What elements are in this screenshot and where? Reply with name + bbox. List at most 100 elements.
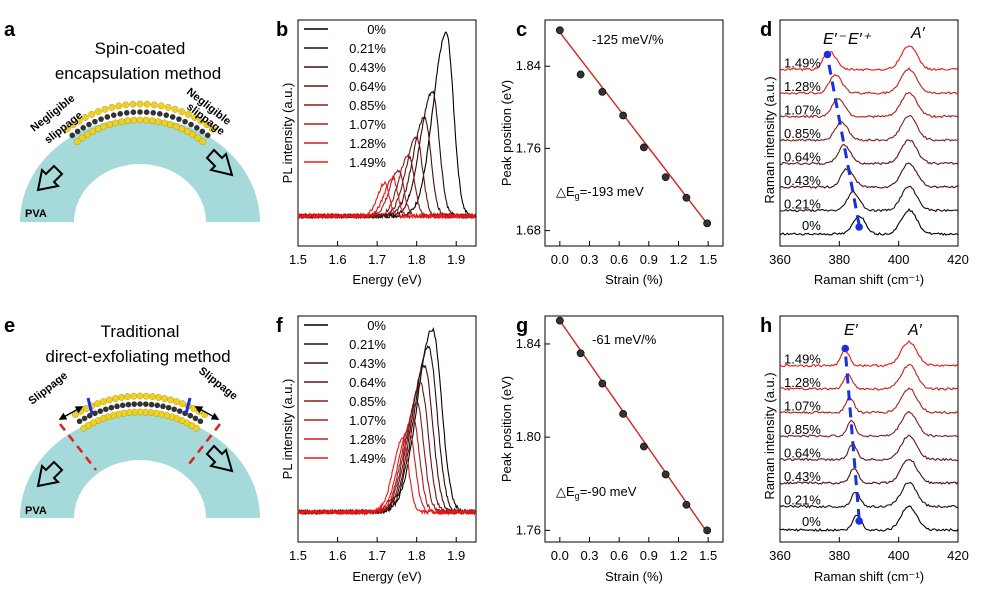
data-point bbox=[555, 26, 564, 35]
panel-g: g 0.0 0.3 0.6 0.9 1.2 1.5 1.76 1.80 1.84 -61 meV… bbox=[499, 315, 724, 584]
strain-label: 0.43% bbox=[784, 173, 821, 188]
x-tick-label: 1.5 bbox=[699, 252, 717, 267]
raman-series-line bbox=[779, 364, 959, 392]
metal-atom bbox=[97, 408, 104, 414]
pl-series-line bbox=[297, 31, 476, 220]
x-tick-label: 1.6 bbox=[329, 548, 347, 563]
metal-atom bbox=[130, 109, 137, 115]
sulfur-atom bbox=[100, 398, 107, 406]
metal-atom bbox=[69, 132, 76, 139]
sulfur-atom bbox=[161, 395, 169, 402]
scatter-c bbox=[555, 26, 712, 228]
panel-f: f 0%0.21%0.43%0.64%0.85%1.07%1.28%1.49% … bbox=[276, 315, 477, 584]
sulfur-atom bbox=[136, 100, 144, 108]
sulfur-atom bbox=[130, 116, 138, 124]
data-point bbox=[661, 470, 670, 479]
x-tick-label: 1.7 bbox=[368, 548, 386, 563]
scatter-g bbox=[555, 316, 712, 535]
x-tick-label: 1.2 bbox=[669, 252, 687, 267]
slip-arrow-icon-e-right bbox=[194, 406, 220, 420]
arrow-icon-a-right bbox=[205, 148, 234, 177]
x-tick-label: 420 bbox=[947, 548, 969, 563]
peak-label-a-h: A′ bbox=[907, 322, 923, 339]
sulfur-atom bbox=[122, 101, 130, 109]
strain-label: 1.07% bbox=[784, 103, 821, 118]
sulfur-atom bbox=[69, 121, 77, 129]
sulfur-atom bbox=[189, 131, 197, 139]
metal-atom bbox=[108, 404, 115, 411]
sulfur-atom bbox=[190, 405, 198, 412]
raman-series-line bbox=[779, 67, 959, 95]
metal-atom bbox=[137, 109, 143, 115]
raman-series-line bbox=[779, 45, 959, 72]
legend-label: 0.21% bbox=[349, 41, 386, 56]
metal-atom bbox=[92, 410, 98, 417]
legend-label: 0.85% bbox=[349, 98, 386, 113]
strain-label: 1.07% bbox=[784, 399, 821, 414]
mos2-layer-a bbox=[63, 100, 217, 146]
peak-shift-dashed-line bbox=[825, 56, 861, 226]
metal-atom bbox=[110, 112, 117, 118]
panel-letter-d: d bbox=[760, 19, 772, 41]
data-point bbox=[703, 526, 712, 535]
raman-curves-h bbox=[779, 340, 959, 532]
metal-atom bbox=[192, 415, 199, 422]
raman-series-line bbox=[779, 139, 959, 166]
data-point bbox=[619, 409, 628, 418]
sulfur-atom bbox=[194, 134, 202, 142]
data-point bbox=[555, 316, 564, 325]
metal-atom bbox=[187, 412, 194, 419]
metal-atom bbox=[163, 112, 170, 118]
peak-shift-dot bbox=[855, 223, 863, 231]
sulfur-atom bbox=[160, 119, 168, 127]
y-axis-label-c: Peak position (eV) bbox=[499, 80, 514, 186]
peak-label-e-h: E′ bbox=[844, 322, 859, 339]
panel-letter-c: c bbox=[516, 19, 527, 41]
x-tick-label: 360 bbox=[769, 548, 791, 563]
metal-atom bbox=[156, 110, 163, 117]
panel-b: b 0%0.21%0.43%0.64%0.85%1.07%1.28%1.49% … bbox=[276, 19, 477, 287]
metal-atom bbox=[104, 114, 111, 120]
raman-series-line bbox=[779, 208, 959, 236]
pl-series-line bbox=[297, 116, 476, 220]
x-axis-label-b: Energy (eV) bbox=[352, 272, 421, 287]
sulfur-atom bbox=[100, 123, 108, 131]
x-axis-label-d: Raman shift (cm⁻¹) bbox=[814, 272, 924, 287]
legend-label: 1.28% bbox=[349, 136, 386, 151]
panel-letter-e: e bbox=[4, 315, 15, 337]
x-tick-label: 380 bbox=[828, 252, 850, 267]
x-tick-label: 1.5 bbox=[289, 252, 307, 267]
y-axis-label-h: Raman intensity (a.u.) bbox=[762, 372, 777, 499]
peak-label-a-d: A′ bbox=[910, 25, 926, 42]
x-tick-label: 0.6 bbox=[610, 252, 628, 267]
sulfur-atom bbox=[148, 393, 156, 401]
fit-line bbox=[559, 320, 709, 535]
pl-series-line bbox=[297, 327, 476, 516]
blue-mark-e-right bbox=[184, 397, 192, 415]
x-tick-label: 0.0 bbox=[551, 548, 569, 563]
sulfur-atom bbox=[112, 119, 120, 127]
peak-label-e-minus: E′⁻ bbox=[823, 31, 847, 48]
y-tick-label: 1.84 bbox=[516, 336, 541, 351]
sulfur-atom bbox=[129, 100, 137, 108]
y-tick-label: 1.76 bbox=[516, 522, 541, 537]
sulfur-atom bbox=[73, 138, 81, 146]
metal-atom bbox=[76, 418, 83, 425]
strain-label: 0.85% bbox=[784, 126, 821, 141]
raman-series-line bbox=[779, 387, 959, 415]
strain-label: 0.43% bbox=[784, 469, 821, 484]
x-tick-label: 400 bbox=[888, 548, 910, 563]
slope-annotation-g: -61 meV/% bbox=[592, 332, 657, 347]
strain-label: 0% bbox=[802, 218, 821, 233]
metal-atom bbox=[171, 406, 177, 413]
pl-curves-b bbox=[297, 31, 476, 220]
sulfur-atom bbox=[203, 121, 211, 129]
metal-atom bbox=[194, 125, 200, 131]
panel-h: h 0%0.21%0.43%0.64%0.85%1.07%1.28%1.49% … bbox=[760, 315, 969, 584]
x-tick-label: 1.7 bbox=[368, 252, 386, 267]
sulfur-atom bbox=[164, 104, 172, 111]
strain-label: 0.21% bbox=[784, 493, 821, 508]
x-tick-label: 0.9 bbox=[640, 252, 658, 267]
sulfur-atom bbox=[83, 131, 91, 139]
raman-series-line bbox=[779, 410, 959, 438]
